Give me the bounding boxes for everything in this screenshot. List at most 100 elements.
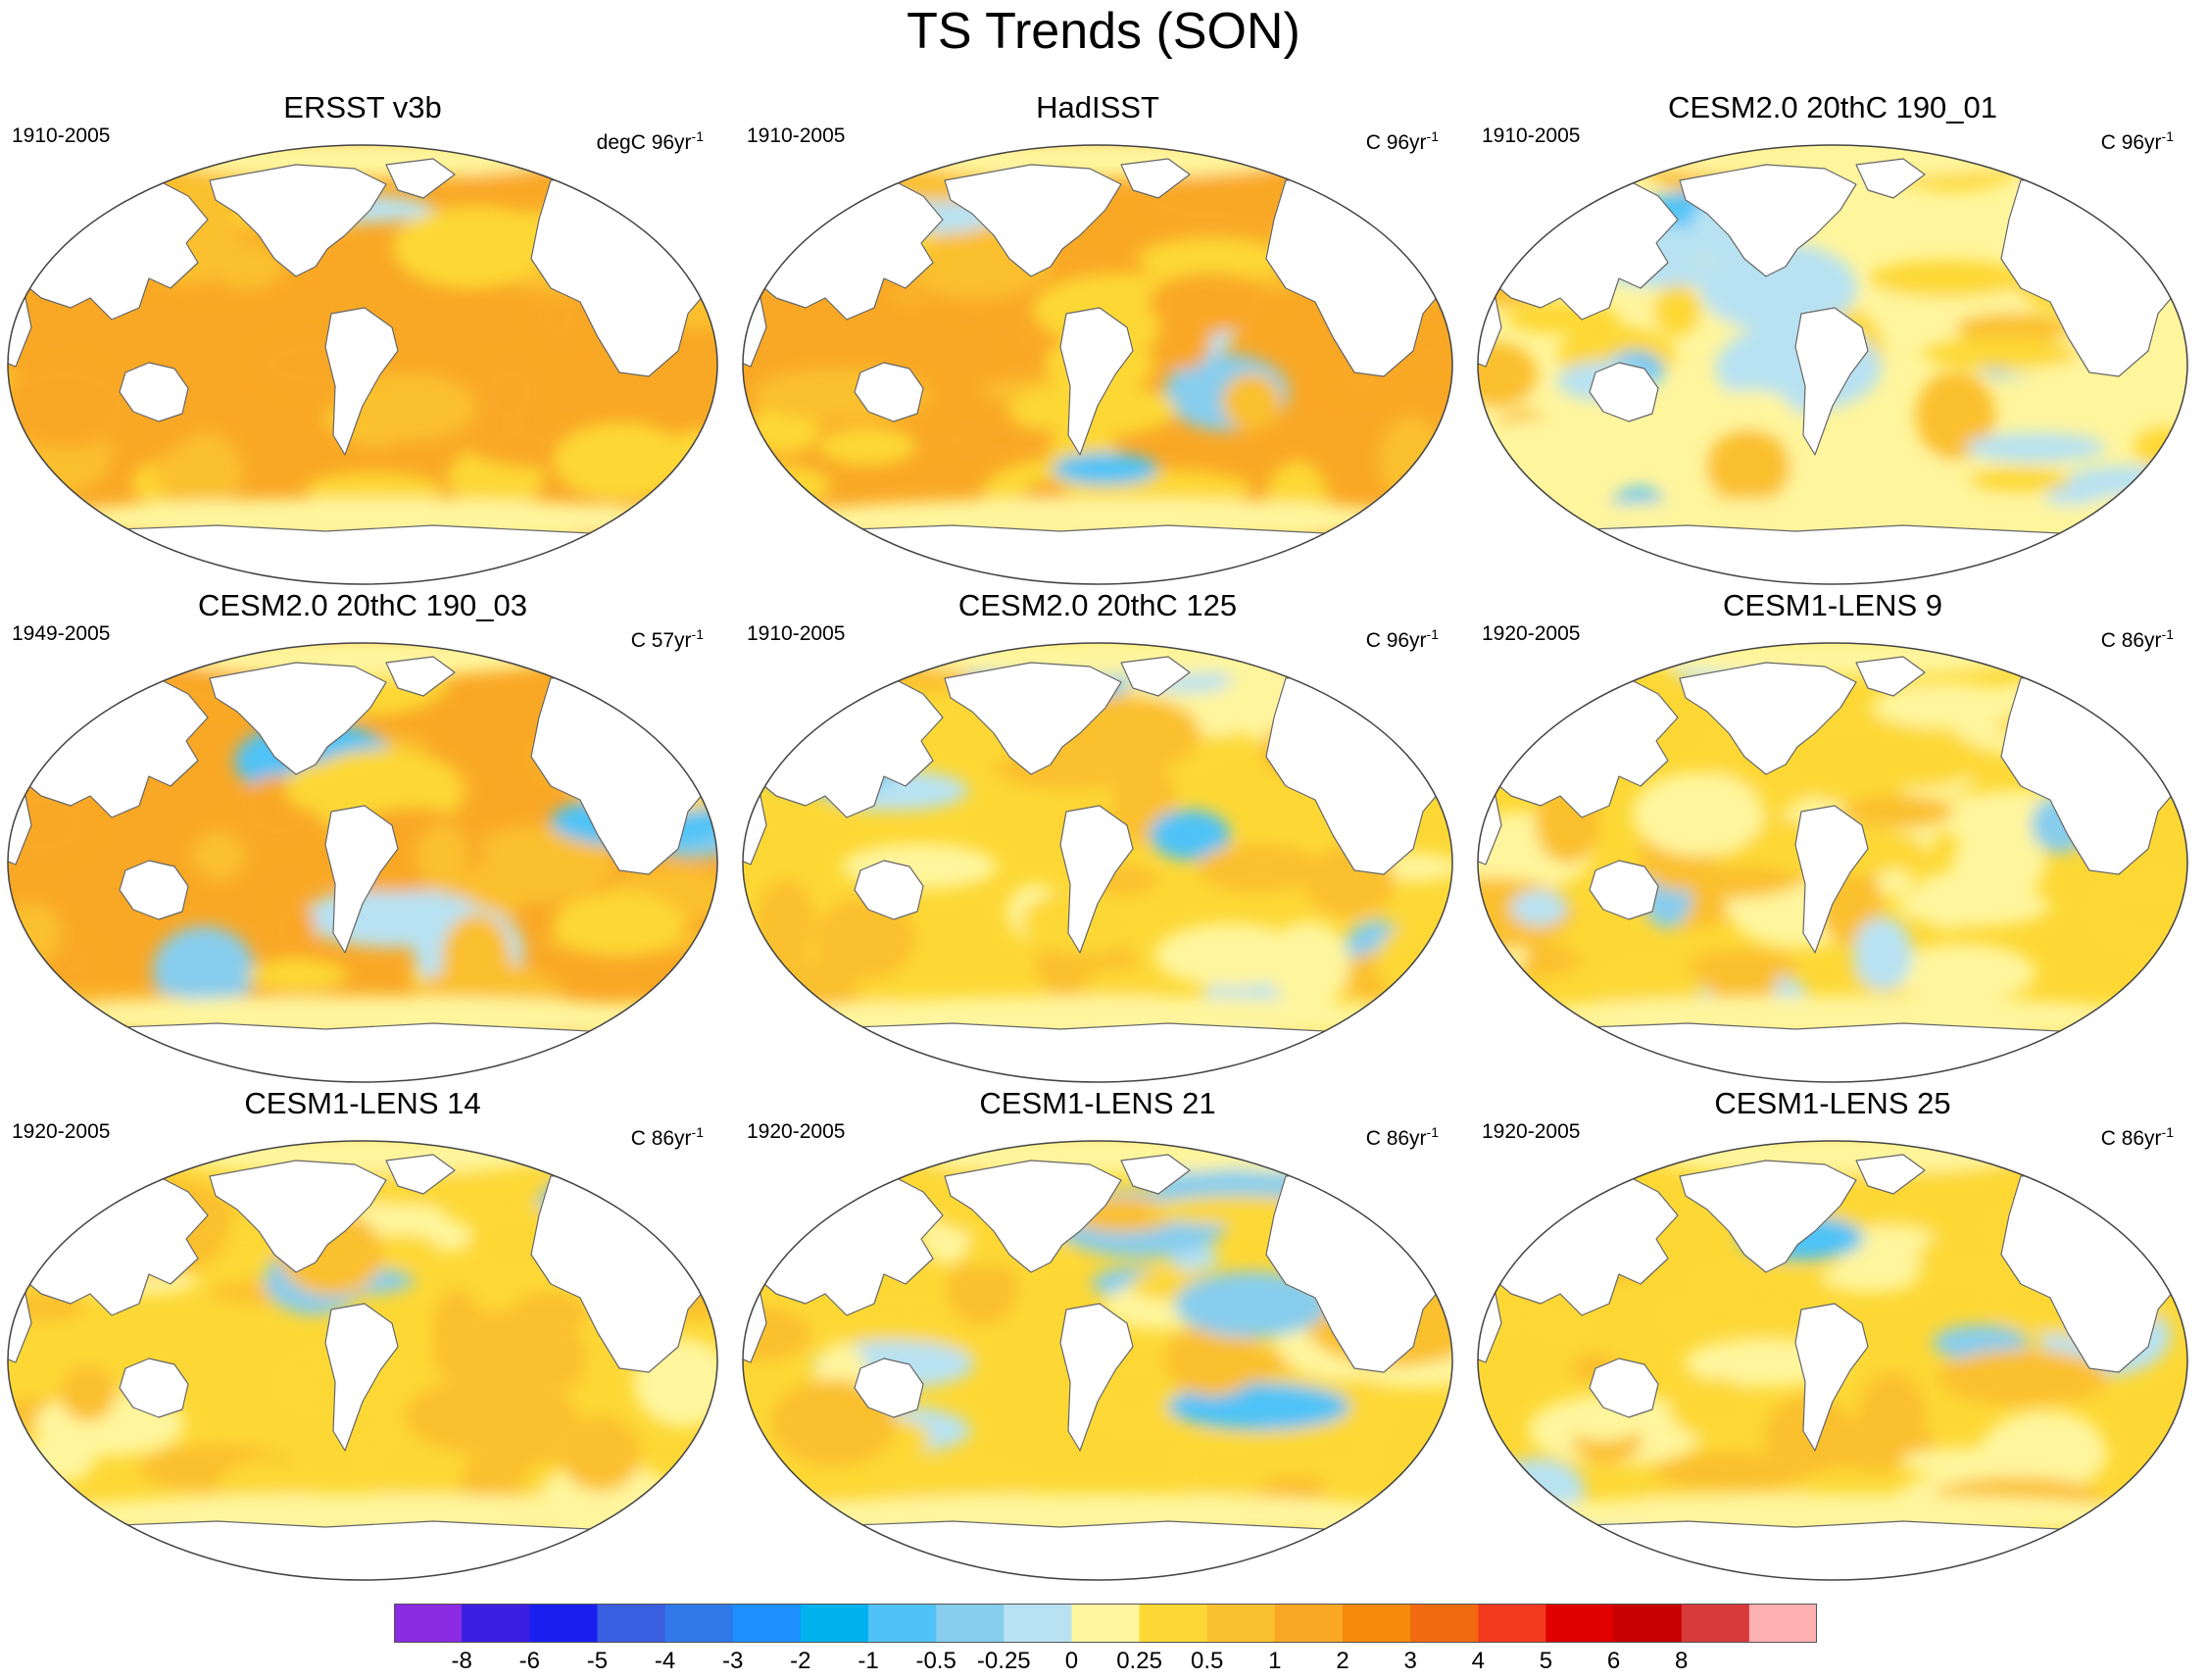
panel-units: C 96yr-1 <box>1365 128 1439 154</box>
panel-period: 1910-2005 <box>747 622 846 645</box>
colorbar-labels: -8 -6 -5 -4 -3 -2 -1 -0.5 -0.25 0 0.25 0.5 1 2 3 4 5 6 8 <box>0 1647 2207 1680</box>
map-panel: CESM2.0 20thC 190_03 1949-2005 C 57yr-1 <box>2 588 723 1086</box>
colorbar-tick-label: 5 <box>1539 1648 1553 1674</box>
colorbar-swatch <box>1410 1604 1479 1643</box>
trend-blotch <box>247 959 349 991</box>
colorbar-swatch <box>1681 1604 1750 1643</box>
trend-blotch <box>8 145 97 201</box>
map-outline <box>742 642 1453 1083</box>
trend-blotch <box>1839 795 1954 829</box>
colorbar-tick-label: -8 <box>451 1648 472 1674</box>
land-australia <box>119 860 189 920</box>
panel-units: degC 96yr-1 <box>596 128 704 154</box>
land-antarctica <box>765 1022 1424 1082</box>
map-outline <box>7 1140 718 1581</box>
colorbar-tick-label: 0 <box>1064 1648 1079 1674</box>
map-panel: CESM1-LENS 25 1920-2005 C 86yr-1 <box>1472 1086 2193 1584</box>
land-south-america <box>1794 307 1869 456</box>
trend-blotch <box>393 206 547 289</box>
land-greenland <box>1120 656 1191 697</box>
map-outline <box>1477 144 2188 585</box>
land-north-america <box>209 1160 387 1273</box>
land-north-america <box>209 164 387 277</box>
panel-period: 1920-2005 <box>747 1120 846 1143</box>
land-antarctica <box>1500 524 2159 584</box>
trend-blotch <box>2106 510 2185 556</box>
colorbar-tick-label: -2 <box>790 1648 811 1674</box>
trend-blotch <box>1937 1349 2110 1406</box>
world-map <box>1477 642 2188 1083</box>
trend-blotch <box>1699 1271 1830 1299</box>
map-outline <box>7 144 718 585</box>
trend-blotch <box>1871 682 2024 729</box>
trend-blotch <box>1154 923 1308 987</box>
panel-units: C 86yr-1 <box>630 1124 704 1150</box>
land-greenland <box>1855 1154 1926 1195</box>
land-north-america <box>1679 662 1857 775</box>
world-map <box>1477 1140 2188 1581</box>
colorbar-swatch <box>800 1604 869 1643</box>
trend-blotch <box>781 667 849 707</box>
land-south-america <box>324 307 399 456</box>
colorbar-swatch <box>1206 1604 1276 1643</box>
trend-blotch <box>1137 237 1288 280</box>
colorbar-swatch <box>936 1604 1005 1643</box>
trend-blotch <box>553 892 685 957</box>
trend-blotch <box>756 879 815 963</box>
trend-blotch <box>818 426 915 466</box>
colorbar-tick-label: -0.25 <box>976 1648 1031 1674</box>
trend-blotch <box>2098 1177 2187 1228</box>
panel-period: 1920-2005 <box>12 1120 111 1143</box>
panel-title: CESM1-LENS 21 <box>979 1086 1216 1120</box>
land-south-america <box>1794 805 1869 954</box>
trend-blotch <box>417 822 469 892</box>
trend-blotch <box>1510 890 1568 926</box>
trend-blotch <box>8 902 63 964</box>
trend-blotch <box>1669 1377 1757 1438</box>
trend-blotch <box>1149 810 1231 861</box>
land-australia <box>119 362 189 422</box>
panel-period: 1920-2005 <box>1482 622 1581 645</box>
trend-blotch <box>1868 869 1916 896</box>
trend-blotch <box>152 925 256 1015</box>
land-antarctica <box>30 524 689 584</box>
panel-title: ERSST v3b <box>283 90 442 124</box>
panel-units: C 96yr-1 <box>2100 128 2174 154</box>
colorbar-swatch <box>1139 1604 1208 1643</box>
figure-title: TS Trends (SON) <box>907 3 1300 60</box>
colorbar-swatch <box>1274 1604 1344 1643</box>
trend-blotch <box>1653 284 1701 337</box>
trend-blotch <box>602 537 669 581</box>
map-panel: CESM2.0 20thC 190_01 1910-2005 C 96yr-1 <box>1472 90 2193 588</box>
panel-period: 1910-2005 <box>12 124 111 147</box>
land-south-america <box>1794 1303 1869 1452</box>
land-greenland <box>385 158 456 199</box>
trend-blotch <box>507 1141 631 1177</box>
trend-blotch <box>1705 429 1790 506</box>
land-antarctica <box>1500 1022 2159 1082</box>
trend-blotch <box>1896 884 2050 927</box>
trend-blotch <box>1221 372 1282 431</box>
colorbar-tick-label: 4 <box>1471 1648 1485 1674</box>
panel-units: C 57yr-1 <box>630 626 704 652</box>
panel-title: CESM1-LENS 9 <box>1723 588 1942 622</box>
panel-units: C 86yr-1 <box>1365 1124 1439 1150</box>
trend-blotch <box>2133 426 2187 469</box>
trend-blotch <box>8 1046 65 1082</box>
colorbar-swatch <box>1004 1604 1072 1643</box>
trend-blotch <box>478 358 542 428</box>
trend-blotch <box>70 1034 143 1082</box>
trend-blotch <box>1478 341 1538 409</box>
panel-title: CESM2.0 20thC 190_01 <box>1667 90 1998 124</box>
trend-blotch <box>561 1416 641 1492</box>
trend-blotch <box>1853 916 1913 991</box>
map-outline <box>1477 1140 2188 1581</box>
colorbar-swatch <box>1748 1604 1817 1643</box>
trend-blotch <box>1492 1458 1585 1523</box>
trend-blotch <box>743 512 865 572</box>
colorbar-tick-label: 1 <box>1268 1648 1282 1674</box>
land-australia <box>1589 1358 1659 1418</box>
panel-period: 1920-2005 <box>1482 1120 1581 1143</box>
trend-blotch <box>1197 843 1319 893</box>
trend-blotch <box>743 465 831 507</box>
